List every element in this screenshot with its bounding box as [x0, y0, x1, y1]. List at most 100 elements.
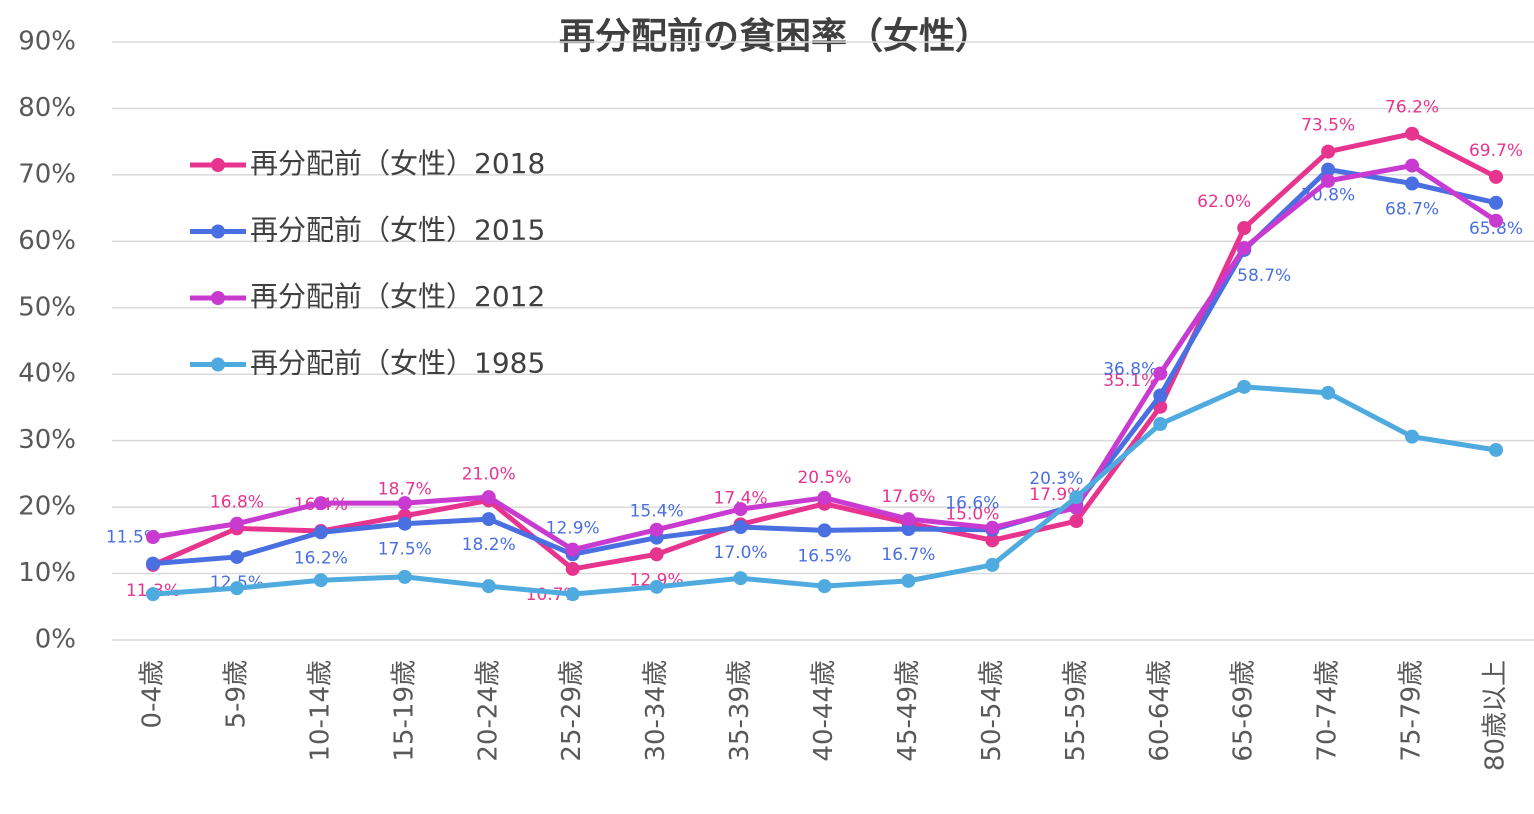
y-tick-label: 40% [18, 359, 76, 389]
x-tick-label: 10-14歳 [305, 660, 335, 762]
chart-title: 再分配前の貧困率（女性） [559, 16, 991, 57]
data-point [397, 516, 412, 531]
y-tick-label: 0% [35, 625, 76, 655]
data-label: 16.7% [881, 545, 935, 565]
data-point [649, 547, 664, 562]
data-point [1489, 213, 1503, 228]
data-label: 18.7% [378, 480, 432, 500]
data-point [1321, 173, 1336, 188]
data-point [985, 520, 1000, 535]
data-point [1069, 490, 1084, 505]
data-point [313, 496, 328, 511]
data-point [985, 533, 1000, 548]
data-point [1405, 126, 1420, 141]
data-point [817, 490, 832, 505]
x-tick-label: 40-44歳 [809, 660, 839, 762]
data-label: 17.6% [881, 487, 935, 507]
data-label: 15.0% [945, 504, 999, 524]
data-label: 12.9% [546, 518, 600, 538]
data-point [1153, 388, 1168, 403]
data-point [229, 516, 244, 531]
data-point [1069, 514, 1084, 529]
x-tick-label: 55-59歳 [1061, 660, 1091, 762]
x-tick-label: 65-69歳 [1229, 660, 1259, 762]
legend-marker [211, 357, 225, 372]
data-point [1321, 144, 1336, 159]
legend-label: 再分配前（女性）2012 [250, 280, 545, 313]
data-point [817, 579, 832, 594]
data-point [481, 512, 496, 527]
data-point [229, 549, 244, 564]
data-label: 21.0% [462, 464, 516, 484]
data-point [901, 573, 916, 588]
data-point [1489, 442, 1503, 457]
data-point [901, 512, 916, 527]
y-tick-label: 30% [18, 425, 76, 455]
data-label: 76.2% [1385, 98, 1439, 118]
data-point [313, 573, 328, 588]
data-label: 62.0% [1197, 192, 1251, 212]
legend-label: 再分配前（女性）2018 [250, 147, 545, 180]
data-point [649, 522, 664, 537]
x-tick-label: 25-29歳 [557, 660, 587, 762]
data-point [1405, 158, 1420, 173]
data-point [481, 579, 496, 594]
y-tick-label: 90% [18, 27, 76, 57]
data-point [733, 520, 748, 535]
x-tick-label: 75-79歳 [1397, 660, 1427, 762]
data-label: 68.7% [1385, 200, 1439, 220]
data-label: 20.5% [797, 468, 851, 488]
data-label: 17.5% [378, 540, 432, 560]
data-label: 16.2% [294, 548, 348, 568]
y-tick-label: 70% [18, 159, 76, 189]
x-tick-label: 30-34歳 [641, 660, 671, 762]
legend-marker [211, 291, 225, 305]
data-point [565, 561, 580, 576]
data-label: 69.7% [1469, 141, 1523, 161]
data-point [229, 581, 244, 596]
data-label: 35.1% [1103, 371, 1157, 391]
x-tick-label: 20-24歳 [473, 660, 503, 762]
data-point [901, 522, 916, 537]
x-tick-label: 60-64歳 [1145, 660, 1175, 762]
y-tick-label: 80% [18, 93, 76, 123]
data-label: 20.3% [1029, 469, 1083, 489]
data-label: 17.4% [714, 488, 768, 508]
data-label: 11.5% [106, 528, 160, 548]
data-point [649, 579, 664, 594]
data-point [1321, 385, 1336, 400]
data-point [146, 530, 160, 545]
data-label: 65.8% [1469, 219, 1523, 239]
data-point [1237, 240, 1252, 255]
data-point [313, 525, 328, 540]
x-tick-label: 80歳以上 [1481, 660, 1511, 771]
x-tick-label: 5-9歳 [221, 660, 251, 728]
data-label: 73.5% [1301, 116, 1355, 136]
data-point [1153, 417, 1168, 432]
data-point [1237, 379, 1252, 394]
data-label: 17.0% [714, 543, 768, 563]
x-tick-label: 45-49歳 [893, 660, 923, 762]
y-tick-label: 50% [18, 292, 76, 322]
data-point [1489, 169, 1503, 184]
legend-label: 再分配前（女性）1985 [250, 347, 545, 380]
data-point [146, 587, 160, 602]
legend-marker [211, 224, 225, 239]
legend-label: 再分配前（女性）2015 [250, 214, 545, 247]
data-point [146, 556, 160, 571]
data-label: 18.2% [462, 535, 516, 555]
x-tick-label: 70-74歳 [1313, 660, 1343, 762]
data-label: 16.8% [210, 492, 264, 512]
data-point [565, 542, 580, 557]
data-point [1489, 195, 1503, 210]
data-point [1405, 176, 1420, 191]
x-tick-label: 0-4歳 [138, 660, 168, 728]
data-point [817, 523, 832, 538]
data-label: 16.5% [797, 546, 851, 566]
data-point [1321, 162, 1336, 177]
data-label: 58.7% [1237, 266, 1291, 286]
data-point [733, 571, 748, 586]
legend-marker [211, 158, 225, 172]
data-point [1069, 500, 1084, 515]
